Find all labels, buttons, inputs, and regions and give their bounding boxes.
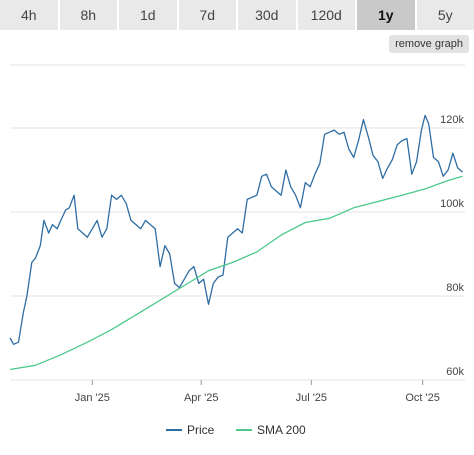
legend: Price SMA 200 <box>166 423 306 437</box>
legend-label: Price <box>187 423 215 437</box>
y-tick-label: 120k <box>440 114 464 126</box>
legend-label: SMA 200 <box>257 423 306 437</box>
remove-graph-button[interactable]: remove graph <box>389 35 469 53</box>
y-tick-label: 80k <box>446 282 464 294</box>
timeframe-tabs: 4h 8h 1d 7d 30d 120d 1y 5y <box>0 0 474 30</box>
tab-1d[interactable]: 1d <box>119 0 177 30</box>
tab-5y[interactable]: 5y <box>416 0 474 30</box>
x-tick-label: Jan '25 <box>75 392 110 404</box>
x-tick-label: Oct '25 <box>405 392 440 404</box>
tab-4h[interactable]: 4h <box>0 0 58 30</box>
tab-7d[interactable]: 7d <box>178 0 236 30</box>
tab-1y[interactable]: 1y <box>357 0 415 30</box>
price-line <box>9 114 464 345</box>
y-tick-label: 60k <box>446 366 464 378</box>
y-tick-label: 100k <box>440 198 464 210</box>
tab-8h[interactable]: 8h <box>59 0 117 30</box>
x-tick-label: Apr '25 <box>184 392 219 404</box>
legend-sma-200[interactable]: SMA 200 <box>236 423 306 437</box>
sma-200-line <box>9 175 463 371</box>
tab-120d[interactable]: 120d <box>297 0 355 30</box>
legend-price[interactable]: Price <box>166 423 215 437</box>
tab-30d[interactable]: 30d <box>238 0 296 30</box>
x-tick-label: Jul '25 <box>296 392 327 404</box>
